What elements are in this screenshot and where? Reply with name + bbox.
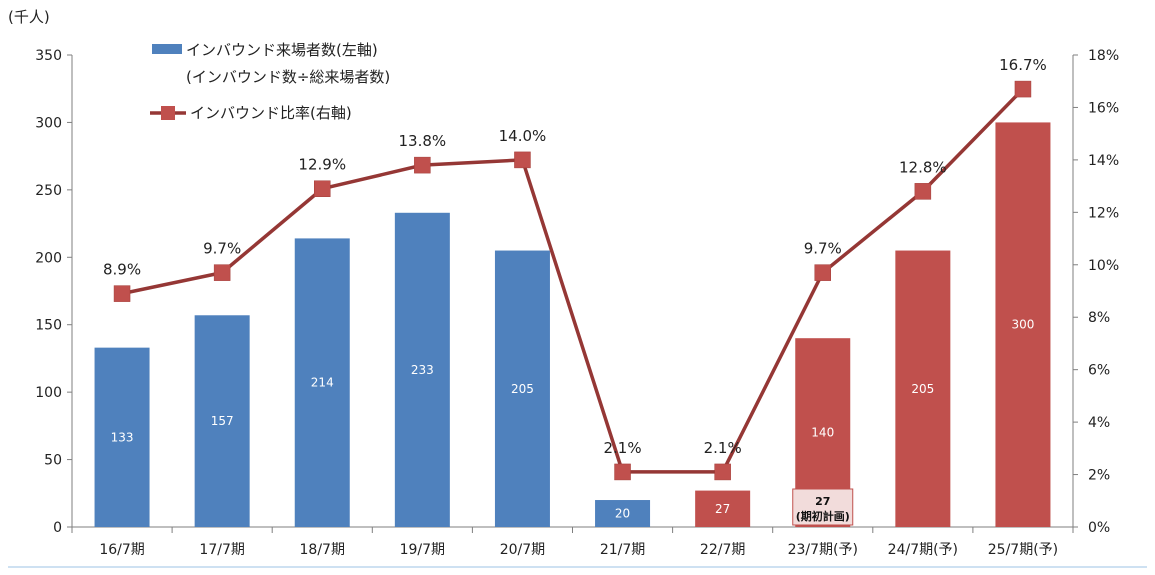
- bar-value-label: 157: [211, 414, 234, 428]
- ratio-marker: [714, 463, 731, 481]
- ratio-data-label: 16.7%: [999, 56, 1047, 74]
- bar: [294, 238, 350, 528]
- legend-bar-label: インバウンド来場者数(左軸): [186, 41, 378, 59]
- bar-value-label: 233: [411, 363, 434, 377]
- ratio-marker: [1014, 80, 1032, 98]
- ratio-marker: [113, 285, 131, 302]
- right-tick-label: 8%: [1088, 310, 1110, 326]
- ratio-data-label: 2.1%: [603, 439, 641, 457]
- x-tick-label: 25/7期(予): [988, 542, 1058, 558]
- bar-value-label: 214: [311, 376, 334, 390]
- ratio-data-label: 12.8%: [899, 158, 947, 176]
- x-tick-label: 18/7期: [300, 542, 345, 558]
- ratio-marker: [414, 156, 431, 174]
- plan-annotation-box: [792, 488, 854, 526]
- bar-value-label: 300: [1011, 318, 1034, 332]
- x-tick-label: 23/7期(予): [788, 542, 858, 558]
- x-tick-label: 16/7期: [99, 542, 144, 558]
- right-tick-label: 14%: [1088, 153, 1119, 169]
- left-tick-label: 100: [35, 385, 62, 401]
- plan-annotation-text: (期初計画): [796, 509, 850, 523]
- ratio-data-label: 2.1%: [704, 439, 742, 457]
- legend: インバウンド来場者数(左軸) (インバウンド数÷総来場者数) インバウンド比率(右軸…: [150, 41, 390, 122]
- x-tick-label: 24/7期(予): [888, 542, 958, 558]
- bar-value-label: 133: [111, 430, 134, 444]
- bar-value-label: 205: [511, 382, 534, 396]
- right-tick-label: 0%: [1088, 520, 1110, 536]
- unit-label: (千人): [8, 8, 50, 26]
- left-tick-label: 350: [35, 48, 62, 64]
- axes: 0 50 100 150 200 250 300 350 0% 2% 4% 6% 8% 10% 12% 14%…: [8, 48, 1147, 568]
- ratio-line: 8.9% 9.7% 12.9% 13.8% 14.0% 2.1% 2.1% 9.7% 12.8%…: [103, 56, 1047, 481]
- bar: [895, 250, 951, 528]
- ratio-marker: [614, 463, 631, 481]
- left-tick-label: 300: [35, 115, 62, 131]
- x-tick-label: 17/7期: [199, 542, 244, 558]
- ratio-marker: [914, 183, 932, 200]
- bar: [194, 315, 250, 527]
- ratio-data-label: 9.7%: [203, 240, 241, 258]
- bar: [595, 500, 651, 527]
- bar-value-label: 20: [615, 507, 630, 521]
- x-tick-label: 21/7期: [600, 542, 645, 558]
- x-tick-label: 20/7期: [500, 542, 545, 558]
- bar: [995, 122, 1051, 527]
- right-tick-label: 6%: [1088, 363, 1110, 379]
- right-tick-label: 2%: [1088, 468, 1110, 484]
- ratio-marker: [814, 264, 831, 281]
- ratio-marker: [213, 264, 231, 281]
- left-tick-label: 250: [35, 183, 62, 199]
- ratio-data-label: 14.0%: [499, 127, 547, 145]
- legend-line-label: インバウンド比率(右軸): [190, 104, 352, 122]
- left-tick-label: 0: [53, 520, 62, 536]
- right-tick-label: 4%: [1088, 415, 1110, 431]
- ratio-marker: [314, 180, 331, 197]
- bar: [94, 347, 150, 527]
- ratio-data-label: 8.9%: [103, 261, 141, 279]
- ratio-marker: [514, 151, 531, 169]
- x-tick-label: 19/7期: [400, 542, 445, 558]
- right-tick-label: 16%: [1088, 100, 1119, 116]
- left-tick-label: 50: [44, 453, 62, 469]
- bar-value-label: 27: [715, 502, 730, 516]
- bar-value-label: 140: [811, 426, 834, 440]
- plan-annotation-value: 27: [815, 495, 830, 508]
- bar: [394, 212, 450, 528]
- x-tick-label: 22/7期: [700, 542, 745, 558]
- ratio-line-path: [121, 87, 1025, 474]
- bar: [494, 250, 550, 528]
- ratio-data-label: 12.9%: [298, 156, 346, 174]
- bar-value-label: 205: [911, 382, 934, 396]
- left-tick-label: 200: [35, 250, 62, 266]
- ratio-data-label: 9.7%: [804, 240, 842, 258]
- right-tick-label: 18%: [1088, 48, 1119, 64]
- right-tick-label: 12%: [1088, 205, 1119, 221]
- right-tick-label: 10%: [1088, 258, 1119, 274]
- legend-note: (インバウンド数÷総来場者数): [186, 68, 390, 86]
- ratio-data-label: 13.8%: [399, 132, 447, 150]
- legend-bar-swatch: [152, 44, 182, 54]
- bar: [695, 490, 751, 527]
- legend-marker-swatch: [161, 106, 175, 120]
- left-tick-label: 150: [35, 318, 62, 334]
